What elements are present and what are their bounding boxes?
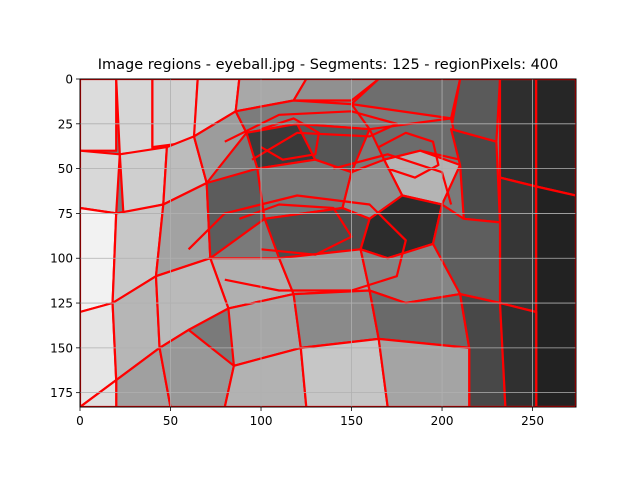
region-10 — [535, 79, 576, 197]
region-33 — [278, 248, 371, 296]
y-tick-label-50: 50 — [58, 162, 73, 176]
region-46 — [223, 346, 308, 407]
region-2 — [115, 79, 154, 156]
region-11 — [80, 149, 121, 215]
plot-area — [79, 78, 577, 408]
region-22 — [535, 185, 576, 407]
region-23 — [80, 206, 118, 314]
chart-title: Image regions - eyeball.jpg - Segments: … — [98, 57, 559, 73]
x-tick-label-150: 150 — [340, 414, 363, 428]
region-12 — [118, 146, 168, 215]
region-contour-2 — [378, 131, 440, 179]
region-contour-5 — [187, 194, 407, 292]
region-44 — [80, 379, 118, 407]
y-tick-label-100: 100 — [50, 252, 73, 266]
x-tick-label-50: 50 — [163, 414, 178, 428]
y-tick-label-175: 175 — [50, 386, 73, 400]
y-tick-label-25: 25 — [58, 117, 73, 131]
region-21 — [498, 176, 538, 314]
x-tick-label-250: 250 — [521, 414, 544, 428]
region-48 — [377, 337, 471, 407]
y-tick-label-75: 75 — [58, 207, 73, 221]
region-18 — [368, 117, 462, 161]
region-42 — [498, 301, 538, 407]
y-tick-label-150: 150 — [50, 341, 73, 355]
region-contour-3 — [238, 203, 353, 256]
x-tick-label-100: 100 — [250, 414, 273, 428]
y-tick-label-125: 125 — [50, 297, 73, 311]
region-1 — [80, 79, 118, 152]
y-tick-label-0: 0 — [65, 73, 73, 87]
y-axis: 0 25 50 75 100 125 150 175 — [50, 73, 80, 400]
x-tick-label-200: 200 — [431, 414, 454, 428]
plot-frame — [79, 78, 577, 408]
region-9 — [498, 79, 538, 188]
region-contour-1 — [260, 117, 320, 161]
x-axis: 0 50 100 150 200 250 — [76, 407, 544, 428]
region-contour-6 — [333, 153, 453, 205]
regions-layer — [80, 79, 576, 407]
x-tick-label-0: 0 — [76, 414, 84, 428]
region-47 — [299, 337, 389, 407]
region-41 — [459, 293, 507, 407]
